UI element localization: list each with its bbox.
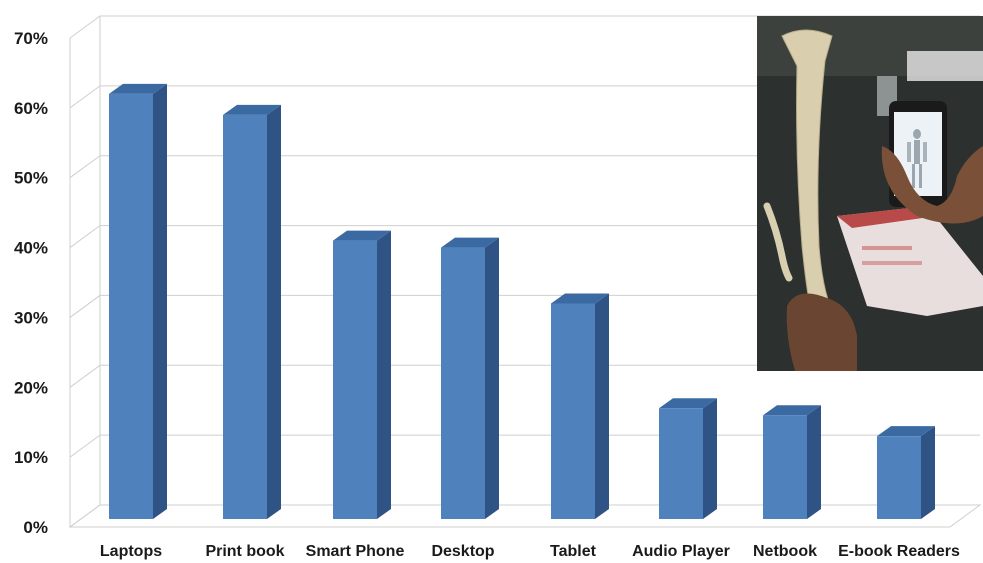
x-category-label: E-book Readers <box>838 543 960 560</box>
bar-tablet <box>551 303 595 519</box>
bar-side-face <box>921 426 935 519</box>
y-tick-label: 70% <box>14 29 48 48</box>
bar-top-face <box>551 293 609 304</box>
x-category-label: Netbook <box>753 543 817 560</box>
gridline <box>69 364 980 388</box>
bar-netbook <box>763 415 807 519</box>
bar-side-face <box>703 398 717 519</box>
y-tick-label: 20% <box>14 378 48 397</box>
bar-side-face <box>153 83 167 519</box>
bar-laptops <box>109 93 153 519</box>
bar-top-face <box>877 426 935 437</box>
gridline <box>69 294 980 318</box>
bar-side-face <box>485 237 499 520</box>
y-tick-label: 60% <box>14 99 48 118</box>
x-category-label: Smart Phone <box>306 543 405 560</box>
bar-top-face <box>763 405 821 416</box>
gridline <box>69 225 980 248</box>
y-tick-label: 50% <box>14 169 48 188</box>
anatomy-photo-icon <box>757 16 983 371</box>
x-category-label: Laptops <box>100 543 162 560</box>
bar-side-face <box>595 293 609 519</box>
inset-photo <box>757 16 983 371</box>
bar-top-face <box>333 230 391 241</box>
bar-top-face <box>109 83 167 94</box>
x-category-label: Audio Player <box>632 543 730 560</box>
bar-side-face <box>377 230 391 520</box>
bar-top-face <box>441 237 499 248</box>
y-tick-label: 10% <box>14 448 48 467</box>
bar-smart-phone <box>333 240 377 520</box>
y-tick-label: 30% <box>14 308 48 327</box>
chart-floor <box>68 504 982 528</box>
y-tick-label: 40% <box>14 239 48 258</box>
y-tick-label: 0% <box>23 518 48 537</box>
bar-desktop <box>441 247 485 520</box>
bar-top-face <box>659 398 717 409</box>
x-category-label: Desktop <box>431 543 494 560</box>
gridline <box>69 85 980 109</box>
bar-print-book <box>223 114 267 519</box>
x-category-label: Print book <box>205 543 284 560</box>
bar-audio-player <box>659 408 703 519</box>
gridline <box>69 155 980 179</box>
gridline <box>69 15 980 39</box>
bar-side-face <box>267 104 281 519</box>
bar-e-book-readers <box>877 436 921 519</box>
bar-side-face <box>807 405 821 519</box>
bar-top-face <box>223 104 281 115</box>
x-category-label: Tablet <box>550 543 597 560</box>
gridline <box>69 434 980 458</box>
